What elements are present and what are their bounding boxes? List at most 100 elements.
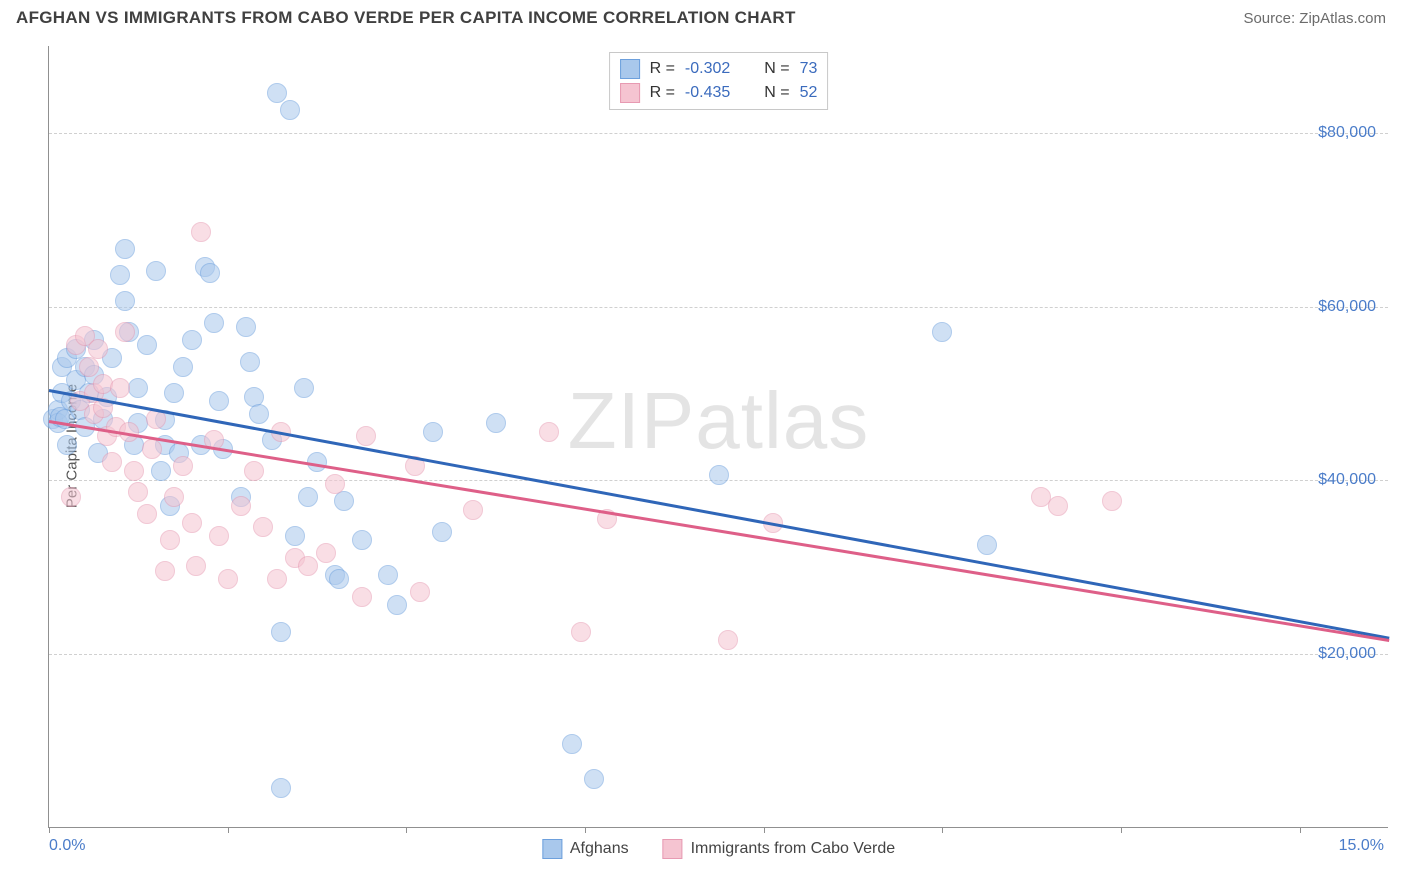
- x-tick: [764, 827, 765, 833]
- scatter-point: [115, 291, 135, 311]
- gridline: [49, 307, 1388, 308]
- legend-series-name: Afghans: [570, 840, 629, 858]
- scatter-point: [88, 339, 108, 359]
- scatter-point: [334, 491, 354, 511]
- x-tick: [585, 827, 586, 833]
- scatter-point: [102, 452, 122, 472]
- x-axis-end-label: 15.0%: [1339, 837, 1384, 855]
- gridline: [49, 133, 1388, 134]
- scatter-point: [137, 504, 157, 524]
- scatter-point: [191, 222, 211, 242]
- scatter-point: [57, 435, 77, 455]
- scatter-point: [204, 313, 224, 333]
- trend-line: [49, 420, 1389, 641]
- legend-top: R =-0.302N =73R =-0.435N =52: [609, 52, 829, 110]
- scatter-point: [249, 404, 269, 424]
- scatter-point: [182, 513, 202, 533]
- scatter-point: [79, 357, 99, 377]
- scatter-point: [240, 352, 260, 372]
- scatter-point: [124, 461, 144, 481]
- x-tick: [228, 827, 229, 833]
- scatter-point: [115, 239, 135, 259]
- trend-line: [49, 389, 1389, 639]
- x-axis-start-label: 0.0%: [49, 837, 85, 855]
- scatter-point: [571, 622, 591, 642]
- scatter-point: [231, 496, 251, 516]
- scatter-point: [267, 569, 287, 589]
- scatter-point: [378, 565, 398, 585]
- scatter-point: [352, 587, 372, 607]
- scatter-point: [329, 569, 349, 589]
- scatter-point: [280, 100, 300, 120]
- scatter-point: [271, 778, 291, 798]
- scatter-point: [1102, 491, 1122, 511]
- legend-swatch: [542, 839, 562, 859]
- scatter-point: [709, 465, 729, 485]
- legend-n-label: N =: [764, 60, 789, 78]
- scatter-point: [93, 374, 113, 394]
- scatter-point: [486, 413, 506, 433]
- x-tick: [406, 827, 407, 833]
- scatter-point: [236, 317, 256, 337]
- scatter-point: [128, 482, 148, 502]
- legend-bottom-item: Immigrants from Cabo Verde: [663, 839, 896, 859]
- scatter-point: [173, 456, 193, 476]
- scatter-point: [182, 330, 202, 350]
- scatter-point: [325, 474, 345, 494]
- scatter-point: [200, 263, 220, 283]
- legend-r-label: R =: [650, 84, 675, 102]
- scatter-point: [285, 526, 305, 546]
- scatter-point: [352, 530, 372, 550]
- scatter-point: [209, 391, 229, 411]
- legend-bottom-item: Afghans: [542, 839, 629, 859]
- scatter-point: [271, 622, 291, 642]
- scatter-point: [110, 378, 130, 398]
- legend-series-name: Immigrants from Cabo Verde: [691, 840, 896, 858]
- y-tick-label: $60,000: [1318, 298, 1376, 316]
- legend-r-value: -0.435: [685, 84, 730, 102]
- scatter-point: [539, 422, 559, 442]
- scatter-point: [160, 530, 180, 550]
- legend-swatch: [620, 59, 640, 79]
- scatter-point: [298, 487, 318, 507]
- scatter-point: [267, 83, 287, 103]
- y-tick-label: $40,000: [1318, 471, 1376, 489]
- scatter-point: [356, 426, 376, 446]
- x-tick: [1300, 827, 1301, 833]
- scatter-point: [151, 461, 171, 481]
- y-tick-label: $20,000: [1318, 645, 1376, 663]
- legend-top-row: R = -0.435 N = 52: [620, 81, 818, 105]
- chart-title: AFGHAN VS IMMIGRANTS FROM CABO VERDE PER…: [16, 8, 796, 28]
- scatter-point: [423, 422, 443, 442]
- scatter-point: [977, 535, 997, 555]
- x-tick: [49, 827, 50, 833]
- legend-n-value: 52: [800, 84, 818, 102]
- x-tick: [942, 827, 943, 833]
- scatter-point: [387, 595, 407, 615]
- scatter-point: [294, 378, 314, 398]
- scatter-point: [432, 522, 452, 542]
- x-tick: [1121, 827, 1122, 833]
- scatter-point: [186, 556, 206, 576]
- source-label: Source: ZipAtlas.com: [1243, 10, 1386, 27]
- scatter-point: [137, 335, 157, 355]
- scatter-point: [1048, 496, 1068, 516]
- legend-n-label: N =: [764, 84, 789, 102]
- scatter-point: [128, 378, 148, 398]
- scatter-point: [584, 769, 604, 789]
- scatter-point: [155, 561, 175, 581]
- y-tick-label: $80,000: [1318, 124, 1376, 142]
- scatter-point: [316, 543, 336, 563]
- scatter-point: [253, 517, 273, 537]
- scatter-point: [562, 734, 582, 754]
- scatter-point: [718, 630, 738, 650]
- scatter-point: [142, 439, 162, 459]
- legend-swatch: [663, 839, 683, 859]
- watermark: ZIPatlas: [568, 375, 869, 467]
- scatter-point: [164, 487, 184, 507]
- scatter-point: [218, 569, 238, 589]
- plot-area: ZIPatlas R =-0.302N =73R =-0.435N =52 Af…: [48, 46, 1388, 828]
- scatter-point: [115, 322, 135, 342]
- scatter-point: [298, 556, 318, 576]
- scatter-point: [110, 265, 130, 285]
